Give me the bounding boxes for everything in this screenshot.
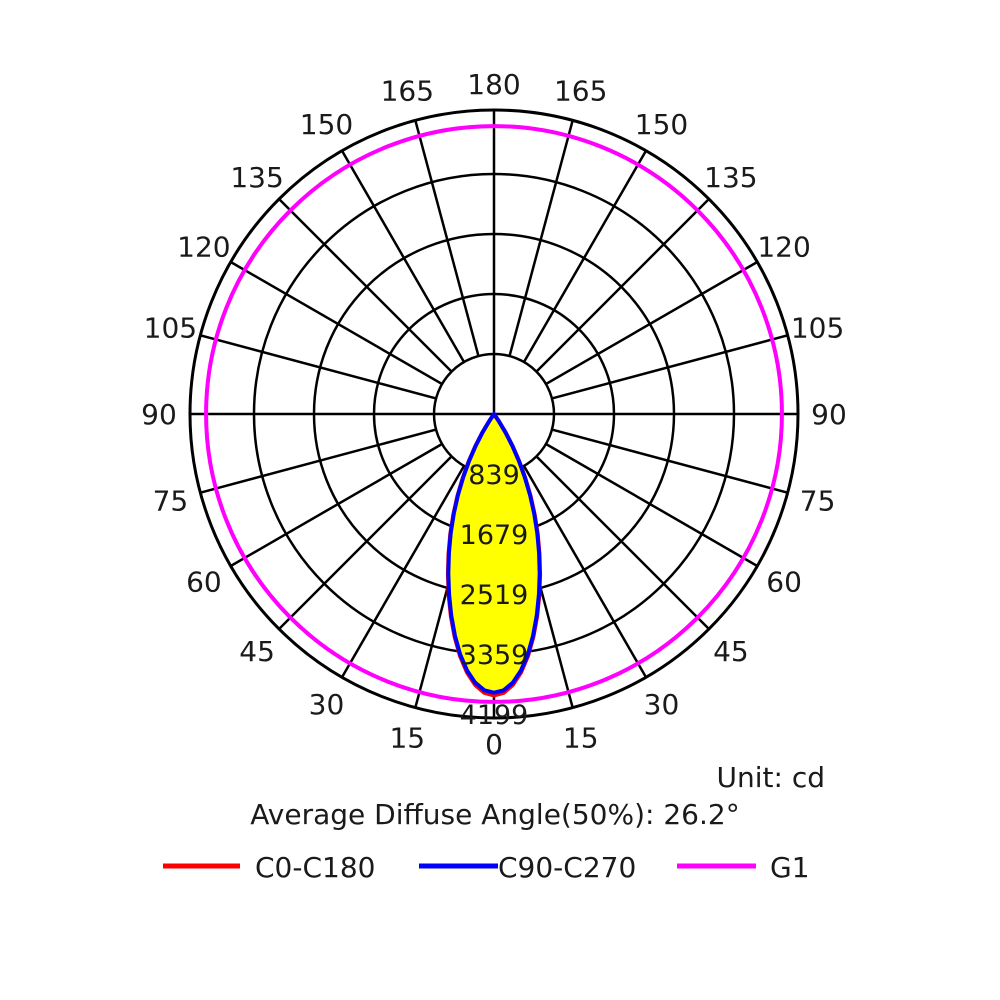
angle-label-135-right: 135 — [704, 161, 757, 194]
angle-label-60-left: 60 — [186, 566, 222, 599]
ring-labels: 839 1679 2519 3359 4199 — [460, 460, 529, 731]
angle-label-75-right: 75 — [800, 485, 836, 518]
legend-label-c90-c270: C90-C270 — [498, 851, 636, 884]
angle-label-60-right: 60 — [766, 566, 802, 599]
angle-label-45-left: 45 — [239, 635, 275, 668]
grid-spoke-150 — [522, 150, 648, 363]
angle-label-90-right: 90 — [811, 398, 847, 431]
grid-spoke-240 — [230, 260, 443, 386]
grid-spoke-285 — [200, 428, 437, 494]
angle-label-30-left: 30 — [309, 688, 345, 721]
unit-label: Unit: cd — [717, 761, 826, 794]
lobe-fill — [447, 414, 541, 696]
grid-spoke-45 — [535, 455, 710, 630]
angle-label-0: 0 — [485, 728, 503, 761]
grid-spoke-105 — [551, 334, 788, 400]
grid-spoke-330 — [340, 465, 466, 678]
grid-spoke-75 — [551, 428, 788, 494]
grid-spoke-315 — [278, 455, 453, 630]
angle-label-120-left: 120 — [177, 231, 230, 264]
angle-label-105-left: 105 — [144, 311, 197, 344]
angle-label-45-right: 45 — [713, 635, 749, 668]
legend-item-g1: G1 — [677, 851, 810, 884]
angle-label-90-left: 90 — [141, 398, 177, 431]
grid-spoke-60 — [545, 442, 758, 568]
diffuse-angle-label: Average Diffuse Angle(50%): 26.2° — [250, 798, 739, 831]
legend-label-g1: G1 — [770, 851, 810, 884]
ring-label-5: 4199 — [460, 700, 529, 731]
grid-spoke-210 — [340, 150, 466, 363]
grid-spoke-120 — [545, 260, 758, 386]
ring-label-2: 1679 — [460, 520, 529, 551]
angle-label-120-right: 120 — [757, 231, 810, 264]
grid-spoke-255 — [200, 334, 437, 400]
angle-label-150-right: 150 — [635, 108, 688, 141]
angle-label-180: 180 — [467, 68, 520, 101]
grid-spoke-300 — [230, 442, 443, 568]
grid-spoke-135 — [535, 198, 710, 373]
intensity-curves — [204, 124, 784, 704]
angle-label-75-left: 75 — [153, 485, 189, 518]
grid-spoke-225 — [278, 198, 453, 373]
grid-spoke-30 — [522, 465, 648, 678]
angle-label-105-right: 105 — [791, 311, 844, 344]
angle-label-15-right: 15 — [563, 722, 599, 755]
angle-label-15-left: 15 — [389, 722, 425, 755]
legend: C0-C180 C90-C270 G1 — [163, 851, 810, 884]
legend-item-c90-c270: C90-C270 — [419, 851, 636, 884]
angle-label-150-left: 150 — [300, 108, 353, 141]
ring-label-3: 2519 — [460, 580, 529, 611]
legend-item-c0-c180: C0-C180 — [163, 851, 375, 884]
grid-spoke-195 — [414, 120, 480, 357]
angle-label-165-left: 165 — [381, 74, 434, 107]
series-g1-curve — [204, 124, 784, 704]
angle-label-30-right: 30 — [644, 688, 680, 721]
ring-label-1: 839 — [468, 460, 520, 491]
ring-label-4: 3359 — [460, 640, 529, 671]
grid-spoke-165 — [508, 120, 574, 357]
angle-label-165-right: 165 — [554, 74, 607, 107]
angle-label-135-left: 135 — [230, 161, 283, 194]
legend-label-c0-c180: C0-C180 — [255, 851, 375, 884]
angle-labels: 0 15 15 30 30 45 45 60 60 75 75 90 90 105 105 120 120 135… — [141, 68, 847, 761]
series-c90-c270-curve — [446, 412, 542, 695]
